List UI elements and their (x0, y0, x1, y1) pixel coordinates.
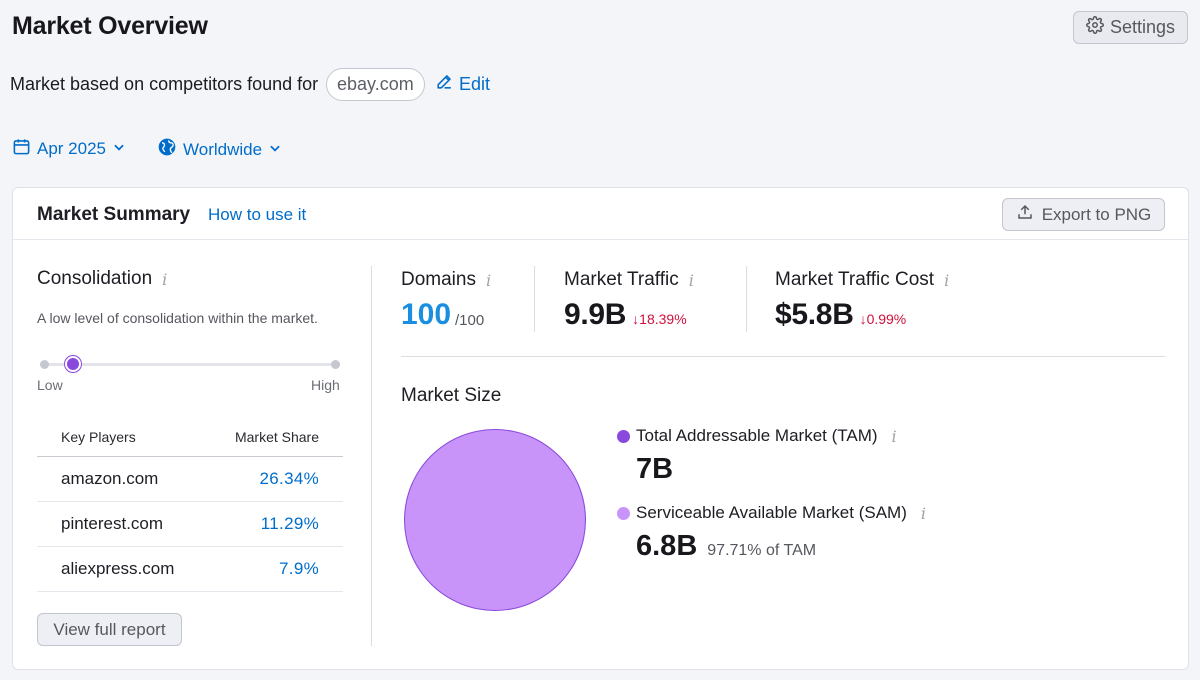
sam-legend-item: Serviceable Available Market (SAM) i (617, 503, 926, 523)
traffic-delta: ↓18.39% (632, 311, 687, 327)
info-icon[interactable]: i (485, 270, 492, 290)
competitors-prefix: Market based on competitors found for (10, 74, 319, 94)
slider-low-label: Low (37, 377, 63, 393)
how-to-use-link[interactable]: How to use it (208, 205, 307, 224)
table-row: aliexpress.com 7.9% (37, 547, 343, 592)
export-label: Export to PNG (1041, 204, 1152, 224)
chevron-down-icon (268, 140, 282, 160)
domain-pill: ebay.com (326, 68, 425, 101)
player-domain: pinterest.com (61, 514, 164, 533)
consolidation-description: A low level of consolidation within the … (37, 310, 318, 326)
tam-value: 7B (636, 453, 674, 485)
globe-icon (157, 137, 177, 162)
player-share[interactable]: 11.29% (260, 514, 319, 533)
calendar-icon (12, 137, 31, 161)
date-filter-dropdown[interactable]: Apr 2025 (12, 137, 126, 161)
sam-value: 6.8B (636, 530, 698, 562)
consolidation-slider-thumb (65, 356, 82, 372)
traffic-cost-value-row: $5.8B ↓0.99% (775, 298, 906, 332)
sam-label: Serviceable Available Market (SAM) (636, 503, 907, 522)
traffic-cost-label-text: Market Traffic Cost (775, 269, 935, 290)
domains-value: 100 (401, 298, 452, 331)
chevron-down-icon (112, 139, 126, 159)
sam-percent-of-tam: 97.71% of TAM (707, 542, 817, 559)
edit-label: Edit (459, 73, 491, 94)
domains-total: /100 (455, 312, 485, 329)
market-share-header: Market Share (234, 429, 319, 445)
tam-label: Total Addressable Market (TAM) (636, 426, 878, 445)
metric-divider (534, 266, 535, 332)
player-share[interactable]: 7.9% (279, 559, 319, 578)
tam-legend-dot (617, 429, 630, 443)
player-domain: amazon.com (61, 469, 159, 488)
market-size-pie (404, 429, 586, 611)
key-players-table: Key Players Market Share amazon.com 26.3… (37, 418, 343, 592)
consolidation-title-text: Consolidation (37, 268, 153, 289)
traffic-cost-delta: ↓0.99% (859, 311, 907, 327)
pencil-icon (435, 72, 454, 96)
info-icon[interactable]: i (920, 503, 926, 523)
traffic-label-text: Market Traffic (564, 269, 679, 290)
consolidation-title: Consolidation i (37, 268, 167, 290)
settings-button[interactable]: Settings (1073, 11, 1188, 44)
traffic-cost-value: $5.8B (775, 298, 854, 331)
region-filter-label: Worldwide (183, 139, 263, 159)
traffic-value-row: 9.9B ↓18.39% (564, 298, 687, 332)
table-row: pinterest.com 11.29% (37, 502, 343, 547)
sam-legend-dot (617, 506, 630, 520)
view-full-report-button[interactable]: View full report (37, 613, 182, 646)
info-icon[interactable]: i (688, 270, 694, 290)
table-header: Key Players Market Share (37, 418, 343, 457)
region-filter-dropdown[interactable]: Worldwide (157, 137, 282, 162)
domains-label-text: Domains (401, 269, 476, 290)
market-summary-card: Market Summary How to use it Export to P… (12, 187, 1189, 670)
metrics-divider (401, 356, 1165, 357)
info-icon[interactable]: i (162, 269, 168, 289)
card-header-divider (13, 239, 1188, 240)
upload-icon (1016, 203, 1034, 226)
edit-link[interactable]: Edit (435, 72, 490, 96)
table-row: amazon.com 26.34% (37, 457, 343, 502)
sam-value-row: 6.8B 97.71% of TAM (636, 530, 816, 563)
domains-metric-label: Domains i (401, 269, 491, 291)
gear-icon (1086, 16, 1104, 39)
slider-high-label: High (311, 377, 340, 393)
traffic-cost-metric-label: Market Traffic Cost i (775, 269, 949, 291)
date-filter-label: Apr 2025 (37, 139, 106, 158)
slider-start-dot (40, 360, 49, 369)
consolidation-slider-track (44, 363, 336, 366)
card-title: Market Summary (37, 204, 191, 225)
column-divider (371, 266, 372, 646)
tam-legend-item: Total Addressable Market (TAM) i (617, 426, 897, 446)
info-icon[interactable]: i (944, 270, 950, 290)
pie-slice-sam (405, 430, 585, 610)
page-title: Market Overview (12, 12, 208, 40)
info-icon[interactable]: i (891, 426, 897, 446)
market-size-title: Market Size (401, 385, 502, 406)
export-png-button[interactable]: Export to PNG (1002, 198, 1165, 231)
player-domain: aliexpress.com (61, 559, 175, 578)
settings-label: Settings (1109, 17, 1176, 37)
traffic-metric-label: Market Traffic i (564, 269, 694, 291)
slider-end-dot (331, 360, 340, 369)
traffic-value: 9.9B (564, 298, 627, 331)
key-players-header: Key Players (61, 429, 136, 445)
metric-divider (746, 266, 747, 332)
player-share[interactable]: 26.34% (259, 469, 319, 488)
